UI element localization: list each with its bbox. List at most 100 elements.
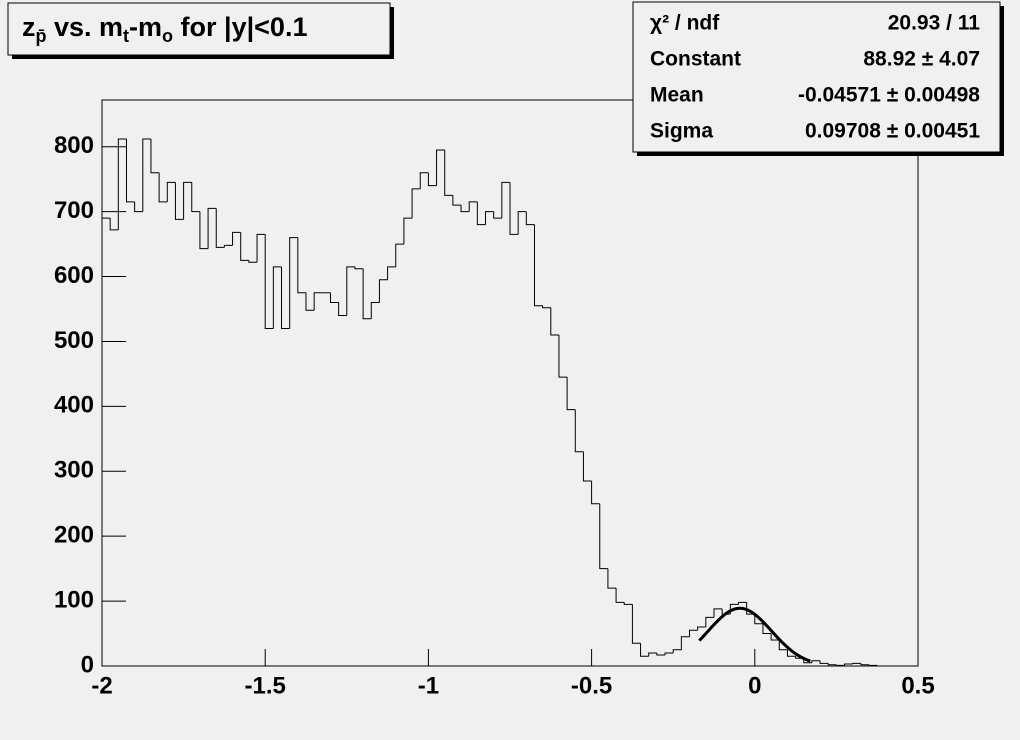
histogram-bin xyxy=(517,211,527,235)
histogram-bin xyxy=(411,188,421,219)
stats-value: 0.09708 ± 0.00451 xyxy=(805,120,980,143)
histogram-bin xyxy=(566,377,576,411)
histogram-bin xyxy=(533,224,543,307)
histogram-bin xyxy=(142,138,151,212)
x-tick-label: -1.5 xyxy=(245,672,286,699)
x-tick-label: -1 xyxy=(418,672,439,699)
histogram-bin xyxy=(264,234,274,329)
title-part: t xyxy=(123,26,129,46)
stats-box xyxy=(632,1,1001,153)
histogram-bin xyxy=(827,663,837,666)
histogram-bin xyxy=(615,588,625,603)
histogram-bin xyxy=(852,662,861,665)
histogram-bin xyxy=(582,451,592,482)
y-tick-label: 600 xyxy=(54,262,94,289)
histogram-bin xyxy=(648,652,657,657)
histogram-bin xyxy=(868,664,878,666)
histogram-bin xyxy=(811,660,821,663)
histogram-bin xyxy=(403,217,413,245)
stats-label: χ² / ndf xyxy=(650,12,720,35)
stats-label: Sigma xyxy=(650,120,713,143)
histogram-bin xyxy=(346,266,355,316)
title-part: p̄ xyxy=(36,26,47,46)
histogram-bin xyxy=(672,649,682,654)
fit-curve xyxy=(698,606,811,663)
histogram-bin xyxy=(338,302,347,316)
histogram-bin xyxy=(607,568,617,589)
histogram-bin xyxy=(509,182,519,235)
y-tick-label: 400 xyxy=(54,392,94,419)
histogram-bin xyxy=(754,614,763,625)
title-box xyxy=(7,2,391,56)
histogram-bin xyxy=(542,305,551,309)
histogram-bin xyxy=(468,201,478,212)
histogram-bin xyxy=(525,211,535,226)
histogram-bin xyxy=(378,279,388,303)
histogram-bin xyxy=(501,181,510,219)
chart-title: zp̄ vs. mt-mo for |y|<0.1 xyxy=(22,12,307,46)
histogram-bin xyxy=(134,201,143,213)
histogram-bin xyxy=(844,663,853,666)
histogram-bin xyxy=(778,640,788,651)
histogram-bin xyxy=(631,604,641,644)
stats-value: 20.93 / 11 xyxy=(888,12,981,35)
histogram-bin xyxy=(697,626,706,631)
stats-label: Constant xyxy=(650,48,741,71)
histogram-bin xyxy=(786,649,796,657)
histogram-bin xyxy=(166,181,176,202)
y-tick-label: 500 xyxy=(54,327,94,354)
y-tick-label: 800 xyxy=(54,132,94,159)
histogram-bin xyxy=(240,232,249,261)
stats-value: -0.04571 ± 0.00498 xyxy=(798,84,980,107)
histogram-bin xyxy=(656,653,666,656)
histogram-bin xyxy=(272,266,282,329)
stats-value: 88.92 ± 4.07 xyxy=(863,48,980,71)
histogram-bin xyxy=(762,623,772,635)
y-tick-label: 200 xyxy=(54,522,94,549)
histogram-bin xyxy=(362,268,372,320)
title-part: vs. m xyxy=(47,12,124,42)
histogram-bin xyxy=(493,211,502,219)
histogram-bin xyxy=(281,266,290,329)
histogram-bin xyxy=(232,231,241,246)
histogram-bin xyxy=(395,243,404,267)
histogram-bin xyxy=(444,149,453,196)
histogram-bin xyxy=(191,182,200,213)
histogram-bin xyxy=(207,207,217,249)
histogram-bin xyxy=(640,643,649,657)
histogram-bin xyxy=(297,237,306,294)
histogram-bin xyxy=(419,172,429,189)
x-tick-label: -2 xyxy=(91,672,112,699)
y-tick-label: 700 xyxy=(54,197,94,224)
histogram-bin xyxy=(835,664,845,666)
x-tick-label: 0.5 xyxy=(901,672,934,699)
histogram-bin xyxy=(664,652,674,655)
histogram-bin xyxy=(183,181,192,220)
histogram-bin xyxy=(680,636,690,650)
histogram-bin xyxy=(248,260,258,263)
histogram-bin xyxy=(574,409,584,453)
title-part: o xyxy=(162,26,173,46)
histogram-bin xyxy=(125,138,135,203)
histogram-bin xyxy=(485,211,494,225)
histogram-bin xyxy=(370,302,380,319)
histogram-bin xyxy=(158,172,168,203)
title-part: for |y|<0.1 xyxy=(173,12,307,42)
histogram-bin xyxy=(599,503,608,570)
y-tick-label: 300 xyxy=(54,457,94,484)
title-part: z xyxy=(22,12,36,42)
title-part: -m xyxy=(129,12,162,42)
y-tick-label: 0 xyxy=(81,651,94,678)
histogram-bin xyxy=(101,217,111,666)
x-tick-label: -0.5 xyxy=(571,672,612,699)
histogram-bin xyxy=(427,172,437,187)
histogram-bin xyxy=(705,616,714,628)
histogram-bin xyxy=(860,663,870,666)
histogram-bin xyxy=(174,182,184,220)
histogram-bin xyxy=(436,149,445,186)
histogram-bin xyxy=(476,201,486,226)
histogram-bin xyxy=(689,629,698,637)
histogram-bin xyxy=(313,292,323,311)
